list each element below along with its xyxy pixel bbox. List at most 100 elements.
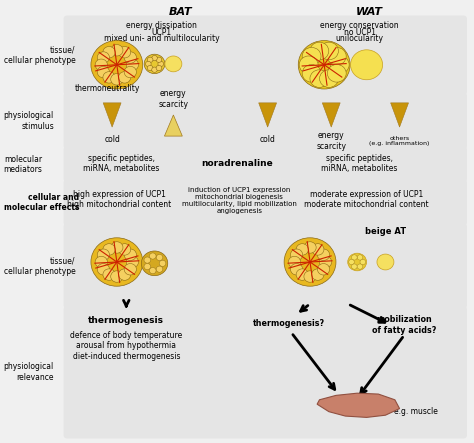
Circle shape (312, 244, 324, 255)
Circle shape (377, 254, 394, 270)
Circle shape (152, 55, 157, 61)
Circle shape (302, 65, 321, 82)
Circle shape (158, 61, 164, 66)
Polygon shape (322, 103, 340, 127)
Circle shape (328, 47, 346, 65)
Polygon shape (317, 393, 400, 417)
Circle shape (288, 256, 301, 268)
Text: no UCP1: no UCP1 (344, 28, 375, 37)
Circle shape (299, 56, 318, 74)
Text: energy
scarcity: energy scarcity (316, 131, 346, 151)
Circle shape (310, 42, 329, 60)
FancyBboxPatch shape (64, 16, 467, 95)
Circle shape (111, 74, 123, 85)
Text: others
(e.g. inflammation): others (e.g. inflammation) (369, 136, 430, 146)
Circle shape (291, 249, 303, 260)
Text: BAT: BAT (169, 8, 192, 17)
FancyBboxPatch shape (64, 179, 467, 226)
Text: thermogenesis: thermogenesis (88, 316, 164, 326)
Circle shape (330, 56, 349, 74)
Text: beige AT: beige AT (365, 227, 406, 236)
Circle shape (291, 264, 303, 275)
Circle shape (97, 66, 109, 78)
Circle shape (360, 259, 365, 264)
Circle shape (118, 244, 131, 255)
Text: specific peptides,
miRNA, metabolites: specific peptides, miRNA, metabolites (321, 154, 398, 173)
Text: specific peptides,
miRNA, metabolites: specific peptides, miRNA, metabolites (83, 154, 160, 173)
Circle shape (97, 249, 109, 260)
Circle shape (302, 47, 321, 65)
Circle shape (304, 271, 316, 282)
Circle shape (349, 259, 355, 264)
Circle shape (118, 47, 131, 58)
Circle shape (357, 264, 363, 269)
Circle shape (319, 256, 332, 268)
Circle shape (165, 56, 182, 72)
Polygon shape (164, 115, 182, 136)
Circle shape (352, 255, 357, 260)
Circle shape (312, 269, 324, 280)
Circle shape (144, 54, 165, 74)
Circle shape (126, 59, 138, 70)
Circle shape (310, 70, 329, 87)
Circle shape (126, 256, 138, 268)
Circle shape (152, 67, 157, 72)
Circle shape (144, 257, 151, 263)
Polygon shape (391, 103, 409, 127)
Circle shape (97, 264, 109, 275)
Circle shape (124, 264, 137, 275)
Text: e.g. muscle: e.g. muscle (394, 407, 438, 416)
Circle shape (156, 266, 163, 272)
Circle shape (111, 242, 123, 253)
Text: defence of body temperature
arousal from hypothermia
diet-induced thermogenesis: defence of body temperature arousal from… (70, 331, 182, 361)
Text: molecular
mediators: molecular mediators (4, 155, 43, 174)
Circle shape (146, 61, 151, 66)
Text: noradrenaline: noradrenaline (201, 159, 273, 168)
Circle shape (318, 264, 329, 275)
Circle shape (97, 52, 109, 63)
Text: mobilization
of fatty acids?: mobilization of fatty acids? (372, 315, 437, 334)
Text: energy
scarcity: energy scarcity (158, 89, 188, 109)
Circle shape (111, 45, 123, 56)
Polygon shape (103, 103, 121, 127)
Text: thermogenesis?: thermogenesis? (253, 319, 325, 328)
Circle shape (103, 47, 115, 58)
Circle shape (147, 66, 153, 70)
Circle shape (348, 253, 366, 271)
FancyBboxPatch shape (64, 223, 467, 309)
Circle shape (124, 249, 137, 260)
Text: unilocularity: unilocularity (336, 34, 383, 43)
Circle shape (95, 256, 108, 268)
Circle shape (111, 271, 123, 282)
Text: energy dissipation: energy dissipation (126, 21, 197, 30)
Circle shape (103, 72, 115, 83)
Text: mixed uni- and multilocularity: mixed uni- and multilocularity (104, 34, 219, 43)
Text: UCP1: UCP1 (152, 28, 172, 37)
Circle shape (159, 260, 166, 266)
Circle shape (95, 59, 108, 70)
Circle shape (118, 269, 131, 280)
Text: induction of UCP1 expression
mitochondrial biogenesis
multilocularity, lipid mob: induction of UCP1 expression mitochondri… (182, 187, 297, 214)
Circle shape (91, 238, 143, 286)
Circle shape (156, 57, 162, 62)
Circle shape (118, 72, 131, 83)
Circle shape (319, 42, 338, 60)
Text: moderate expression of UCP1
moderate mitochondrial content: moderate expression of UCP1 moderate mit… (304, 190, 429, 209)
Circle shape (319, 70, 338, 87)
FancyBboxPatch shape (64, 306, 467, 439)
Text: WAT: WAT (356, 8, 383, 17)
Circle shape (147, 57, 153, 62)
Circle shape (318, 249, 329, 260)
Text: tissue/
cellular phenotype: tissue/ cellular phenotype (4, 45, 75, 65)
Circle shape (103, 244, 115, 255)
FancyBboxPatch shape (64, 93, 467, 149)
Text: cellular and
molecular effects: cellular and molecular effects (4, 193, 79, 212)
Text: physiological
stimulus: physiological stimulus (4, 112, 54, 131)
FancyBboxPatch shape (64, 146, 467, 183)
Circle shape (296, 269, 309, 280)
Circle shape (149, 253, 156, 259)
Circle shape (124, 66, 137, 78)
Text: thermoneutrality: thermoneutrality (75, 84, 140, 93)
Circle shape (124, 52, 137, 63)
Circle shape (328, 65, 346, 82)
